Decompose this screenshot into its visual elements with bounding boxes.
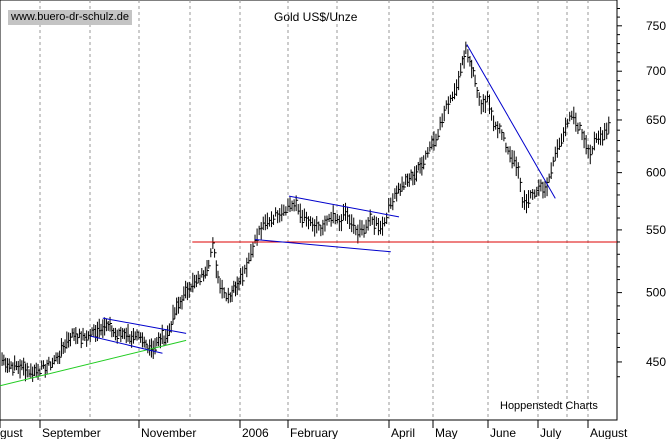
x-tick-label: 2006 xyxy=(242,426,269,439)
chart-title: Gold US$/Unze xyxy=(274,10,358,24)
watermark: www.buero-dr-schulz.de xyxy=(8,10,132,25)
x-tick-label: April xyxy=(391,426,415,439)
y-tick-label: 450 xyxy=(646,355,666,369)
source-label: Hoppenstedt Charts xyxy=(500,400,598,412)
x-tick-label: gust xyxy=(0,426,23,439)
channel-line xyxy=(102,317,187,334)
y-tick-label: 700 xyxy=(646,64,666,78)
x-tick-label: November xyxy=(141,426,196,439)
trend-line xyxy=(466,44,556,199)
channel-line xyxy=(288,195,400,218)
x-tick-label: February xyxy=(290,426,338,439)
channel-line xyxy=(254,239,391,253)
y-tick-label: 650 xyxy=(646,113,666,127)
uptrend-line xyxy=(0,339,187,387)
y-tick-label: 500 xyxy=(646,286,666,300)
x-tick-label: July xyxy=(540,426,561,439)
channel-line xyxy=(90,335,163,354)
x-tick-label: August xyxy=(590,426,628,439)
y-tick-label: 550 xyxy=(646,223,666,237)
x-tick-label: May xyxy=(435,426,458,439)
x-tick-label: June xyxy=(490,426,516,439)
x-tick-label: September xyxy=(42,426,101,439)
plot-frame xyxy=(0,0,618,421)
y-tick-label: 600 xyxy=(646,166,666,180)
y-tick-label: 750 xyxy=(646,19,666,33)
